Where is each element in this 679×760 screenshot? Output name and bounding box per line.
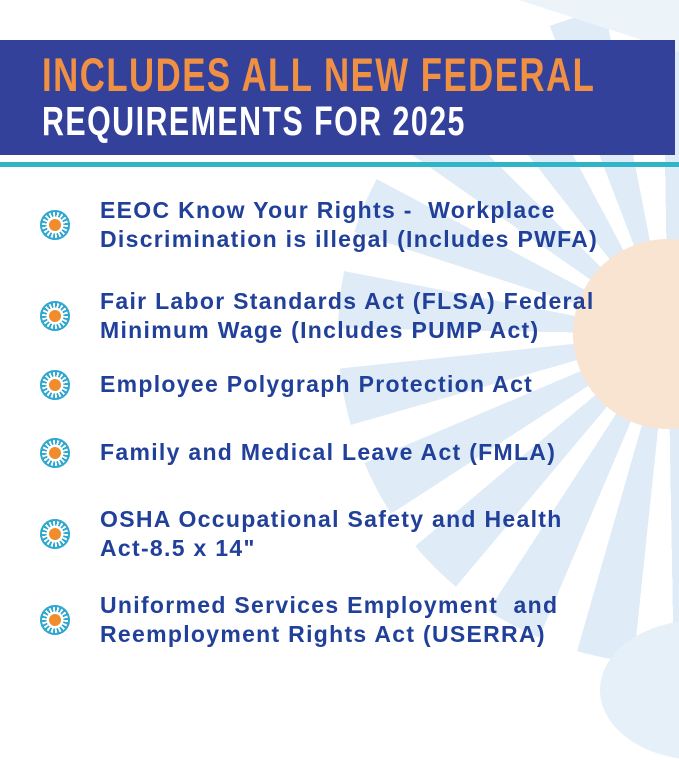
sunburst-bullet-icon [40,301,70,331]
list-item: OSHA Occupational Safety and Health Act-… [40,505,659,563]
list-item: EEOC Know Your Rights - Workplace Discri… [40,196,659,254]
list-item-line: Family and Medical Leave Act (FMLA) [100,439,557,465]
sunburst-bullet-icon [40,605,70,635]
list-item-text: Uniformed Services Employment and Reempl… [100,591,558,649]
list-item: Family and Medical Leave Act (FMLA) [40,437,659,468]
list-item-line: Discrimination is illegal (Includes PWFA… [100,226,599,252]
list-item-line: Fair Labor Standards Act (FLSA) Federal [100,288,595,314]
sunburst-bullet-icon [40,519,70,549]
list-item-text: Employee Polygraph Protection Act [100,370,533,399]
list-item: Fair Labor Standards Act (FLSA) Federal … [40,287,659,345]
list-item-text: Family and Medical Leave Act (FMLA) [100,438,556,467]
list-item-text: OSHA Occupational Safety and Health Act-… [100,505,563,563]
header-banner: INCLUDES ALL NEW FEDERAL REQUIREMENTS FO… [0,40,675,155]
list-item-line: Uniformed Services Employment and [100,592,559,618]
list-item: Employee Polygraph Protection Act [40,369,659,400]
list-item-text: Fair Labor Standards Act (FLSA) Federal … [100,287,595,345]
list-item-line: Act-8.5 x 14" [100,535,256,561]
sunburst-bullet-icon [40,210,70,240]
sunburst-bullet-icon [40,369,70,400]
list-item-line: OSHA Occupational Safety and Health [100,506,563,532]
list-item: Uniformed Services Employment and Reempl… [40,591,659,649]
list-item-line: Reemployment Rights Act (USERRA) [100,621,546,647]
list-item-line: Employee Polygraph Protection Act [100,371,534,397]
teal-divider [0,162,679,167]
list-item-text: EEOC Know Your Rights - Workplace Discri… [100,196,598,254]
header-title-line1: INCLUDES ALL NEW FEDERAL [42,48,596,101]
list-item-line: EEOC Know Your Rights - Workplace [100,197,556,223]
list-item-line: Minimum Wage (Includes PUMP Act) [100,317,540,343]
sunburst-bullet-icon [40,437,70,468]
header-title-line2: REQUIREMENTS FOR 2025 [42,98,466,144]
